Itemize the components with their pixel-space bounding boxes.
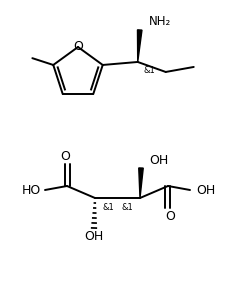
Polygon shape — [138, 30, 142, 62]
Text: &1: &1 — [102, 203, 114, 211]
Text: HO: HO — [21, 183, 41, 196]
Text: O: O — [165, 209, 175, 222]
Text: &1: &1 — [144, 67, 155, 76]
Text: &1: &1 — [121, 203, 133, 211]
Polygon shape — [139, 168, 143, 198]
Text: O: O — [60, 149, 70, 162]
Text: NH₂: NH₂ — [149, 16, 171, 29]
Text: OH: OH — [196, 183, 216, 196]
Text: OH: OH — [149, 153, 168, 166]
Text: OH: OH — [84, 230, 104, 243]
Text: O: O — [73, 40, 83, 53]
